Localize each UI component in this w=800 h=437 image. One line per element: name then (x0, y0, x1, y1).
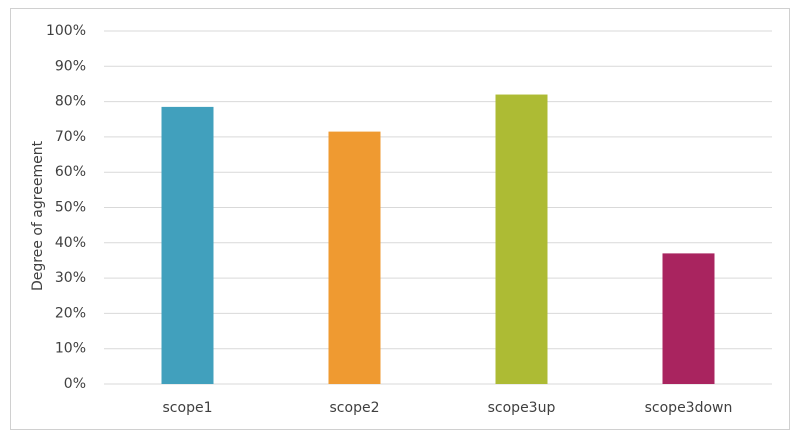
y-tick-label: 40% (55, 235, 86, 251)
bar (161, 106, 214, 385)
x-tick-label: scope3down (645, 400, 733, 416)
y-tick-label: 30% (55, 270, 86, 286)
x-tick-label: scope3up (488, 400, 556, 416)
y-tick-label: 80% (55, 94, 86, 110)
y-axis-label: Degree of agreement (30, 140, 46, 291)
x-tick-label: scope1 (163, 400, 213, 416)
bar (662, 253, 715, 384)
y-tick-label: 70% (55, 129, 86, 145)
y-tick-label: 90% (55, 58, 86, 74)
y-tick-label: 20% (55, 305, 86, 321)
bar (328, 131, 381, 384)
y-tick-label: 60% (55, 164, 86, 180)
y-tick-label: 10% (55, 341, 86, 357)
chart-border (10, 8, 790, 430)
y-tick-label: 100% (46, 23, 86, 39)
x-tick-label: scope2 (330, 400, 380, 416)
bar (495, 94, 548, 384)
y-tick-label: 0% (64, 376, 86, 392)
y-tick-label: 50% (55, 200, 86, 216)
